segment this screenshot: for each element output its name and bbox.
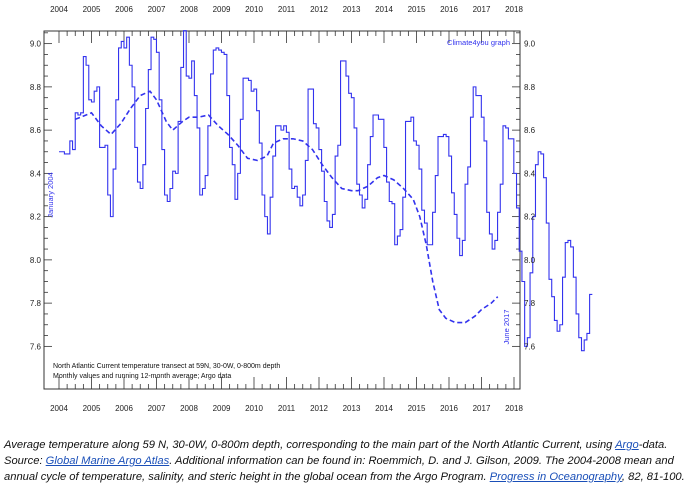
journal-link[interactable]: Progress in Oceanography bbox=[489, 471, 622, 483]
start-date-label: January 2004 bbox=[46, 172, 55, 217]
monthly-values-line bbox=[59, 30, 593, 352]
x-tick-label-bottom: 2014 bbox=[375, 404, 393, 413]
x-tick-label-top: 2015 bbox=[408, 5, 426, 14]
running-average-line bbox=[74, 90, 499, 324]
y-tick-label-left: 8.4 bbox=[30, 169, 42, 178]
x-tick-label-bottom: 2008 bbox=[180, 404, 198, 413]
chart: 2004 2004 2005 2005 2006 2006 2007 2007 2008 2008… bbox=[30, 5, 593, 413]
x-tick-label-bottom: 2006 bbox=[115, 404, 133, 413]
x-tick-label-top: 2016 bbox=[440, 5, 458, 14]
x-tick-label-top: 2018 bbox=[505, 5, 523, 14]
y-tick-label-left: 7.6 bbox=[30, 342, 42, 351]
argo-link[interactable]: Argo bbox=[615, 439, 639, 451]
x-tick-label-bottom: 2017 bbox=[473, 404, 491, 413]
y-tick-label-left: 8.8 bbox=[30, 83, 42, 92]
caption-text-1: Average temperature along 59 N, 30-0W, 0… bbox=[4, 439, 616, 451]
chart-title: North Atlantic Current temperature trans… bbox=[53, 363, 280, 370]
y-tick-label-right: 8.8 bbox=[524, 83, 536, 92]
x-tick-label-bottom: 2011 bbox=[278, 404, 296, 413]
caption-text-3: . Additional information can be found in… bbox=[4, 455, 674, 483]
x-tick-label-top: 2010 bbox=[245, 5, 263, 14]
argo-atlas-link[interactable]: Global Marine Argo Atlas bbox=[45, 455, 170, 467]
x-tick-label-top: 2005 bbox=[83, 5, 101, 14]
y-tick-label-right: 8.6 bbox=[524, 126, 536, 135]
y-tick-label-left: 9.0 bbox=[30, 40, 42, 49]
x-tick-label-bottom: 2012 bbox=[310, 404, 328, 413]
y-tick-label-left: 8.2 bbox=[30, 213, 42, 222]
x-tick-label-top: 2013 bbox=[343, 5, 361, 14]
x-tick-label-top: 2008 bbox=[180, 5, 198, 14]
caption-text-2: -data. Source: bbox=[4, 439, 668, 467]
y-tick-label-right: 7.8 bbox=[524, 299, 536, 308]
x-tick-label-bottom: 2004 bbox=[50, 404, 68, 413]
x-tick-label-bottom: 2015 bbox=[408, 404, 426, 413]
x-tick-label-top: 2009 bbox=[213, 5, 231, 14]
y-tick-label-right: 8.0 bbox=[524, 256, 536, 265]
x-tick-label-top: 2007 bbox=[148, 5, 166, 14]
y-tick-label-left: 8.0 bbox=[30, 256, 42, 265]
chart-credit: Climate4you graph bbox=[447, 38, 510, 47]
y-tick-label-right: 9.0 bbox=[524, 40, 536, 49]
chart-subtitle: Monthly values and running 12-month aver… bbox=[53, 373, 231, 380]
x-tick-label-bottom: 2018 bbox=[505, 404, 523, 413]
x-tick-label-bottom: 2013 bbox=[343, 404, 361, 413]
y-tick-label-right: 8.2 bbox=[524, 213, 536, 222]
x-tick-label-bottom: 2007 bbox=[148, 404, 166, 413]
x-tick-label-top: 2006 bbox=[115, 5, 133, 14]
y-tick-label-right: 7.6 bbox=[524, 342, 536, 351]
y-tick-label-left: 8.6 bbox=[30, 126, 42, 135]
end-date-label: June 2017 bbox=[502, 309, 511, 344]
figure-caption: Average temperature along 59 N, 30-0W, 0… bbox=[4, 437, 694, 485]
x-tick-label-bottom: 2005 bbox=[83, 404, 101, 413]
x-tick-label-top: 2012 bbox=[310, 5, 328, 14]
x-tick-label-bottom: 2009 bbox=[213, 404, 231, 413]
y-tick-label-left: 7.8 bbox=[30, 299, 42, 308]
x-tick-label-bottom: 2016 bbox=[440, 404, 458, 413]
x-tick-label-bottom: 2010 bbox=[245, 404, 263, 413]
y-tick-label-right: 8.4 bbox=[524, 169, 536, 178]
plot-frame bbox=[43, 30, 521, 390]
x-tick-label-top: 2011 bbox=[278, 5, 296, 14]
x-tick-label-top: 2014 bbox=[375, 5, 393, 14]
axis-labels: 2004 2004 2005 2005 2006 2006 2007 2007 2008 2008… bbox=[30, 5, 536, 413]
x-tick-label-top: 2004 bbox=[50, 5, 68, 14]
caption-text-4: , 82, 81-100. bbox=[621, 471, 685, 483]
axis-ticks bbox=[44, 31, 520, 389]
x-tick-label-top: 2017 bbox=[473, 5, 491, 14]
